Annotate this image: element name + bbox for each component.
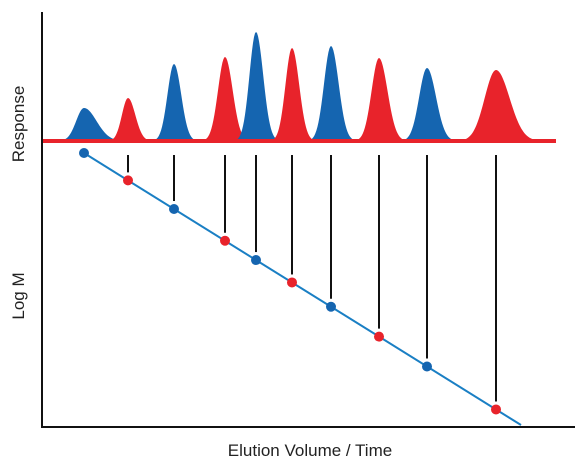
peak-9-blue xyxy=(380,68,485,141)
calibration-point-1 xyxy=(79,148,89,158)
calibration-point-9 xyxy=(422,361,432,372)
y-axis-label-logm: Log M xyxy=(9,272,28,319)
calibration-point-7 xyxy=(326,301,336,312)
peak-8-red xyxy=(334,58,434,141)
peak-4-red xyxy=(183,57,275,141)
peak-guide-lines xyxy=(127,155,497,402)
peak-10-red xyxy=(428,70,584,141)
calibration-points xyxy=(79,148,501,415)
calibration-point-3 xyxy=(169,204,179,215)
x-axis-label: Elution Volume / Time xyxy=(228,441,392,460)
calibration-line xyxy=(83,152,522,426)
calibration-point-2 xyxy=(123,175,133,186)
peak-2-red xyxy=(91,98,175,141)
y-axis-label-response: Response xyxy=(9,86,28,163)
calibration-point-6 xyxy=(287,277,297,288)
peak-7-blue xyxy=(289,46,381,141)
calibration-point-5 xyxy=(251,255,261,266)
chromatogram-baseline xyxy=(42,139,556,143)
chromatogram-peaks xyxy=(37,32,584,141)
calibration-point-4 xyxy=(220,235,230,246)
peak-6-red xyxy=(253,48,339,141)
peak-3-blue xyxy=(135,64,221,141)
calibration-point-10 xyxy=(491,404,501,415)
calibration-point-8 xyxy=(374,331,384,342)
peak-5-blue xyxy=(217,32,303,141)
peak-1-blue xyxy=(37,108,165,141)
